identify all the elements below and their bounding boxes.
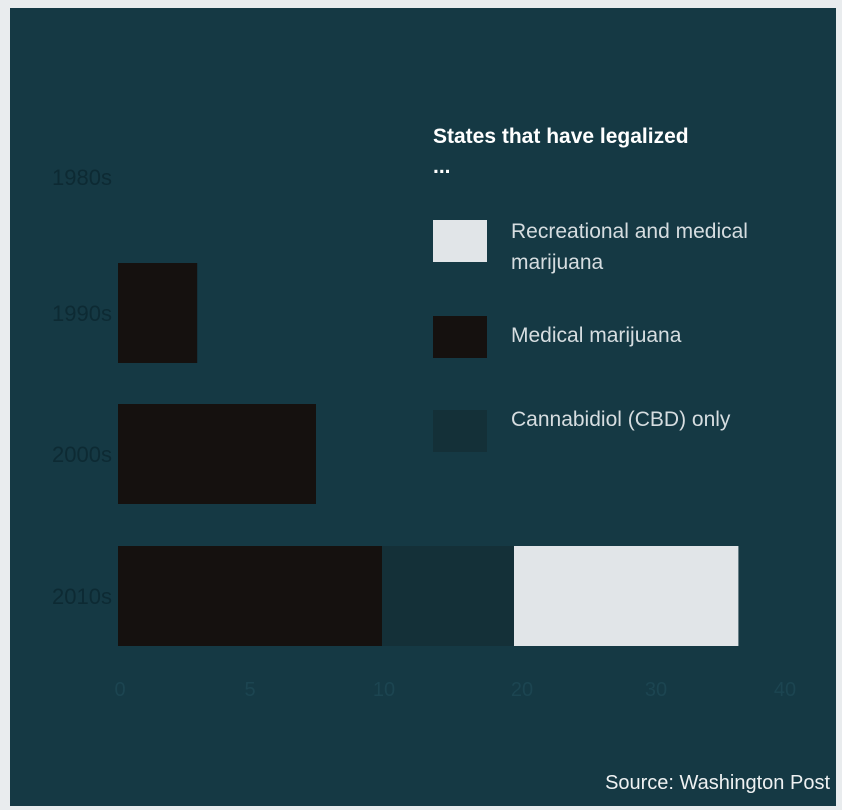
x-tick-label: 0 xyxy=(114,679,125,701)
legend-item-recreational: Recreational and medical marijuana xyxy=(433,216,763,282)
bar-segment xyxy=(118,546,382,646)
legend-swatch-recreational xyxy=(433,220,487,262)
x-tick-label: 10 xyxy=(373,679,395,701)
bar-segment xyxy=(118,263,198,363)
category-label: 1990s xyxy=(52,301,112,326)
x-tick-label: 5 xyxy=(244,679,255,701)
source-note: Source: Washington Post xyxy=(605,772,830,794)
legend-label-medical: Medical marijuana xyxy=(511,324,682,347)
legend-item-cbd: Cannabidiol (CBD) only xyxy=(433,404,763,470)
x-tick-label: 20 xyxy=(511,679,533,701)
legend-item-medical: Medical marijuana xyxy=(433,316,763,360)
legend-swatch-cbd xyxy=(433,410,487,452)
legend-label-recreational: Recreational and medical marijuana xyxy=(511,220,748,274)
x-tick-label: 40 xyxy=(774,679,796,701)
legend-title: States that have legalized ... xyxy=(433,125,689,178)
category-label: 2000s xyxy=(52,442,112,467)
bar-segment xyxy=(382,546,514,646)
category-label: 1980s xyxy=(52,165,112,190)
bar-segment xyxy=(514,546,739,646)
category-label: 2010s xyxy=(52,584,112,609)
legend-label-cbd: Cannabidiol (CBD) only xyxy=(511,408,731,431)
legend-swatch-medical xyxy=(433,316,487,358)
x-tick-label: 30 xyxy=(645,679,667,701)
bar-segment xyxy=(118,404,316,504)
